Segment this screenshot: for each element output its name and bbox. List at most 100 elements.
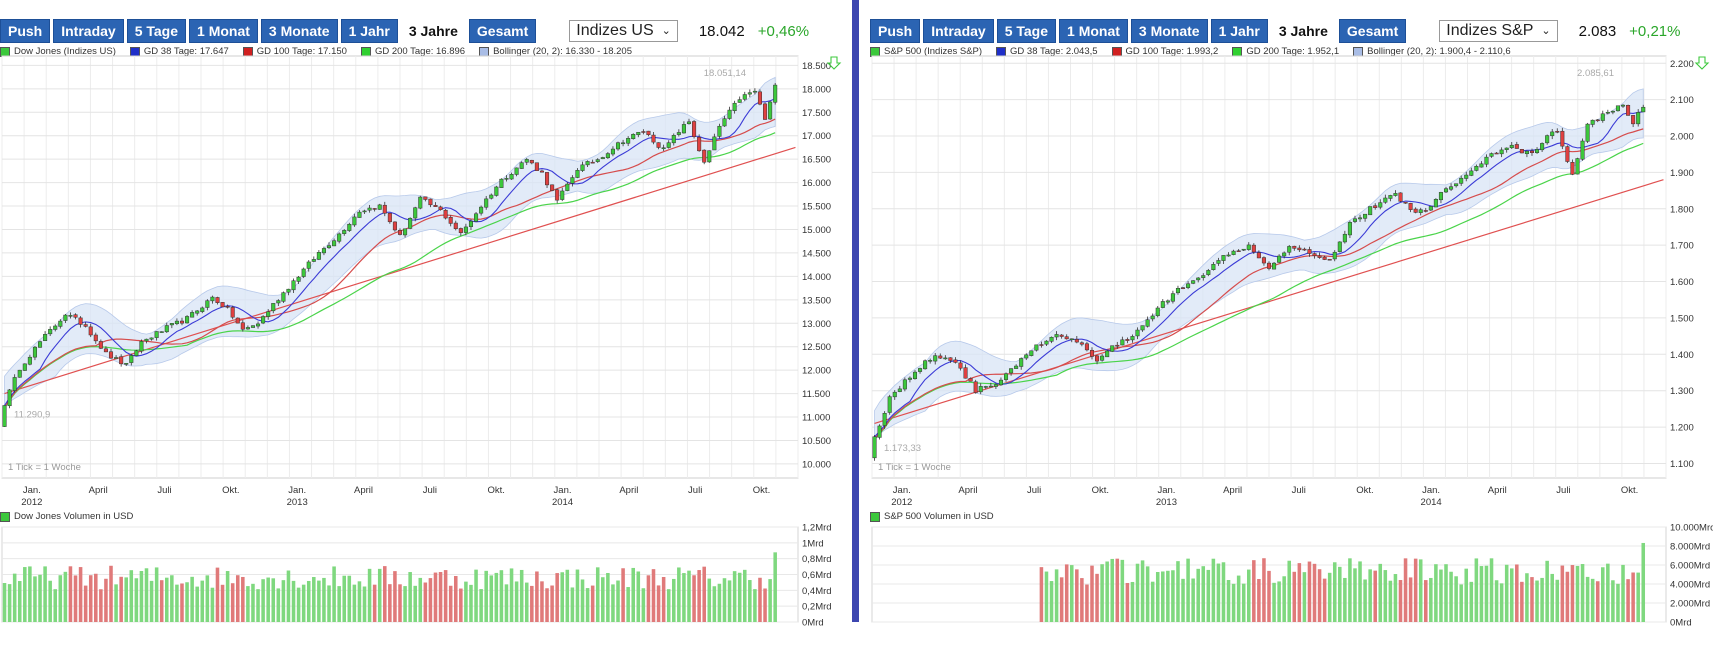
y-tick-label: 17.500 [802,108,831,119]
volume-bar [433,572,438,622]
candle [555,189,560,201]
y-tick-label: 1.600 [1670,277,1694,288]
candle [923,360,928,370]
volume-bar [666,589,671,622]
high-annotation: 2.085,61 [1577,68,1614,79]
timeframe-button-gesamt[interactable]: Gesamt [468,19,537,43]
candle [1160,301,1165,308]
candle [83,324,88,327]
volume-bar [33,576,37,622]
timeframe-button-5-tage[interactable]: 5 Tage [126,19,187,43]
volume-bar [63,571,68,622]
index-select[interactable]: Indizes US ⌄ [569,20,678,42]
volume-bar [1550,573,1554,622]
candle [169,323,174,326]
volume-bar [1191,578,1195,622]
candle [129,355,134,363]
volume-bar [23,567,27,622]
candle [1120,339,1125,346]
timeframe-button-3-jahre[interactable]: 3 Jahre [1270,19,1336,43]
x-tick-label: Jan. [23,485,41,496]
timeframe-button-5-tage[interactable]: 5 Tage [996,19,1057,43]
timeframe-button-1-jahr[interactable]: 1 Jahr [1210,19,1268,43]
candle [1277,255,1282,263]
volume-bar [73,575,78,622]
volume-bar [601,577,605,622]
timeframe-button-1-jahr[interactable]: 1 Jahr [340,19,398,43]
volume-bar [1166,570,1170,622]
candle [621,142,626,145]
volume-bar [1525,573,1529,622]
candle [912,371,918,380]
candle [948,357,953,361]
volume-bar [540,581,544,622]
candle [281,292,286,302]
timeframe-button-gesamt[interactable]: Gesamt [1338,19,1407,43]
y-tick-label: 15.500 [802,202,831,213]
candle [1135,329,1140,337]
volume-bar [159,580,164,622]
candle [1054,334,1059,338]
volume-bar [342,575,347,622]
volume-bar [1150,581,1155,622]
tick-note: 1 Tick = 1 Woche [878,462,951,473]
candle [463,226,468,233]
candle [474,213,479,222]
index-select-value: Indizes S&P [1446,22,1534,39]
low-annotation: 1.173,33 [884,443,921,454]
candle [17,369,22,378]
candle [1504,147,1509,150]
volume-bar [464,581,468,622]
candle [301,268,306,277]
timeframe-button-3-monate[interactable]: 3 Monate [1130,19,1208,43]
volume-bar [1252,560,1256,622]
candle [918,368,923,372]
volume-bar [1140,560,1145,622]
candle [286,288,291,293]
candle [1049,336,1054,342]
candle [882,412,887,426]
timeframe-button-1-monat[interactable]: 1 Monat [189,19,258,43]
candle [22,363,27,371]
gd100-line [874,128,1644,439]
candle [1484,156,1489,165]
volume-bar [1100,564,1104,622]
candle [1145,319,1150,327]
candle [179,320,185,324]
x-year-label: 2014 [552,497,573,508]
volume-bar [570,587,575,622]
volume-bar [1075,569,1079,622]
candle [1236,250,1241,252]
timeframe-button-3-monate[interactable]: 3 Monate [260,19,338,43]
volume-bar [1201,566,1206,622]
candle [1100,355,1105,361]
volume-bar [1262,558,1266,622]
timeframe-button-push[interactable]: Push [870,19,921,43]
timeframe-button-3-jahre[interactable]: 3 Jahre [400,19,466,43]
legend-swatch [996,46,1007,57]
candle [1535,149,1540,154]
legend-main: S&P 500 (Indizes S&P) [870,46,982,57]
candle [958,362,963,369]
candle [580,164,585,171]
index-select[interactable]: Indizes S&P ⌄ [1439,20,1558,42]
volume-bar [550,585,554,622]
y-tick-label: 12.000 [802,366,831,377]
candle [993,384,998,387]
volume-bar [580,579,585,622]
timeframe-button-push[interactable]: Push [0,19,51,43]
candle [220,302,225,308]
timeframe-button-1-monat[interactable]: 1 Monat [1059,19,1128,43]
candle [200,307,205,312]
volume-bar [1540,577,1544,622]
candle [1595,119,1600,122]
volume-bar [722,578,727,622]
volume-bar [1181,578,1185,622]
volume-bar [210,587,215,622]
timeframe-button-intraday[interactable]: Intraday [923,19,994,43]
candle [58,320,63,327]
timeframe-button-intraday[interactable]: Intraday [53,19,124,43]
candle [651,134,656,143]
candle [1287,246,1292,253]
candle [98,341,103,349]
